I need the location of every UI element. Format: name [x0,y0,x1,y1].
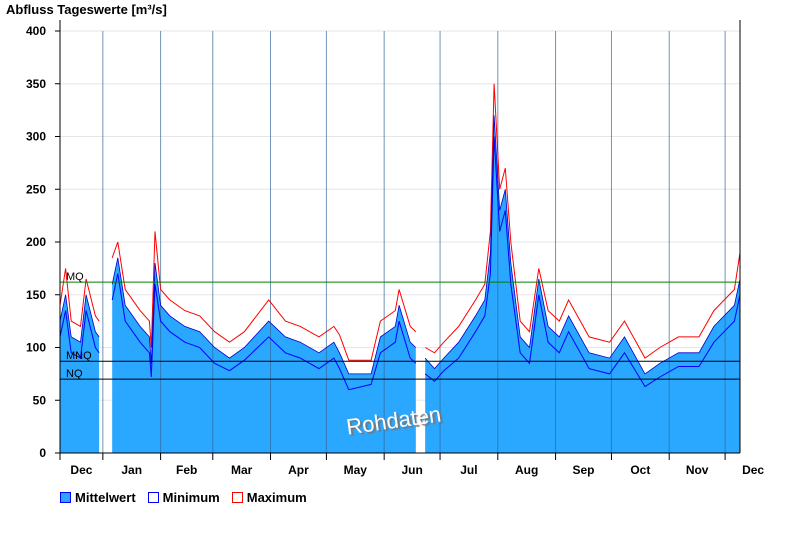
x-tick-label: Aug [515,463,538,477]
legend-label: Maximum [246,490,307,505]
y-tick-label: 400 [26,24,46,38]
mittelwert-line [424,115,741,375]
y-tick-label: 100 [26,341,46,355]
mittelwert-area [60,294,100,453]
x-tick-label: May [344,463,368,477]
maximum-line [111,231,417,361]
y-tick-label: 200 [26,235,46,249]
x-tick-label: Jan [121,463,142,477]
mittelwert-area [112,257,416,453]
reference-label-mq: MQ [66,271,84,283]
y-tick-label: 300 [26,130,46,144]
legend-swatch-minimum [147,492,159,503]
legend-swatch-maximum [231,492,243,503]
chart-title: Abfluss Tageswerte [m³/s] [6,2,167,17]
mittelwert-area [425,115,740,454]
mittelwert-line [111,257,417,375]
legend-label: Mittelwert [75,490,136,505]
y-tick-label: 250 [26,182,46,196]
x-tick-label: Sep [572,463,594,477]
x-tick-label: Oct [630,463,650,477]
legend-mittelwert: Mittelwert [60,490,136,505]
legend: Mittelwert Minimum Maximum [60,490,307,505]
legend-minimum: Minimum [147,490,220,505]
mittelwert-line [59,294,100,343]
x-tick-label: Dec [742,463,764,477]
reference-label-nq: NQ [66,368,83,380]
y-tick-label: 50 [33,393,47,407]
legend-maximum: Maximum [231,490,307,505]
y-tick-label: 150 [26,288,46,302]
legend-swatch-mittelwert [60,492,71,503]
x-tick-label: Feb [176,463,197,477]
y-tick-label: 0 [39,446,46,460]
x-tick-label: Jul [460,463,477,477]
minimum-line [59,310,100,359]
x-tick-label: Nov [686,463,709,477]
legend-label: Minimum [162,490,220,505]
x-tick-label: Mar [231,463,253,477]
y-tick-label: 350 [26,77,46,91]
maximum-line [59,268,100,328]
x-tick-label: Apr [288,463,309,477]
maximum-line [424,83,741,359]
reference-label-mnq: MNQ [66,350,92,362]
x-tick-label: Dec [70,463,92,477]
minimum-line [424,136,741,388]
x-tick-label: Jun [401,463,422,477]
